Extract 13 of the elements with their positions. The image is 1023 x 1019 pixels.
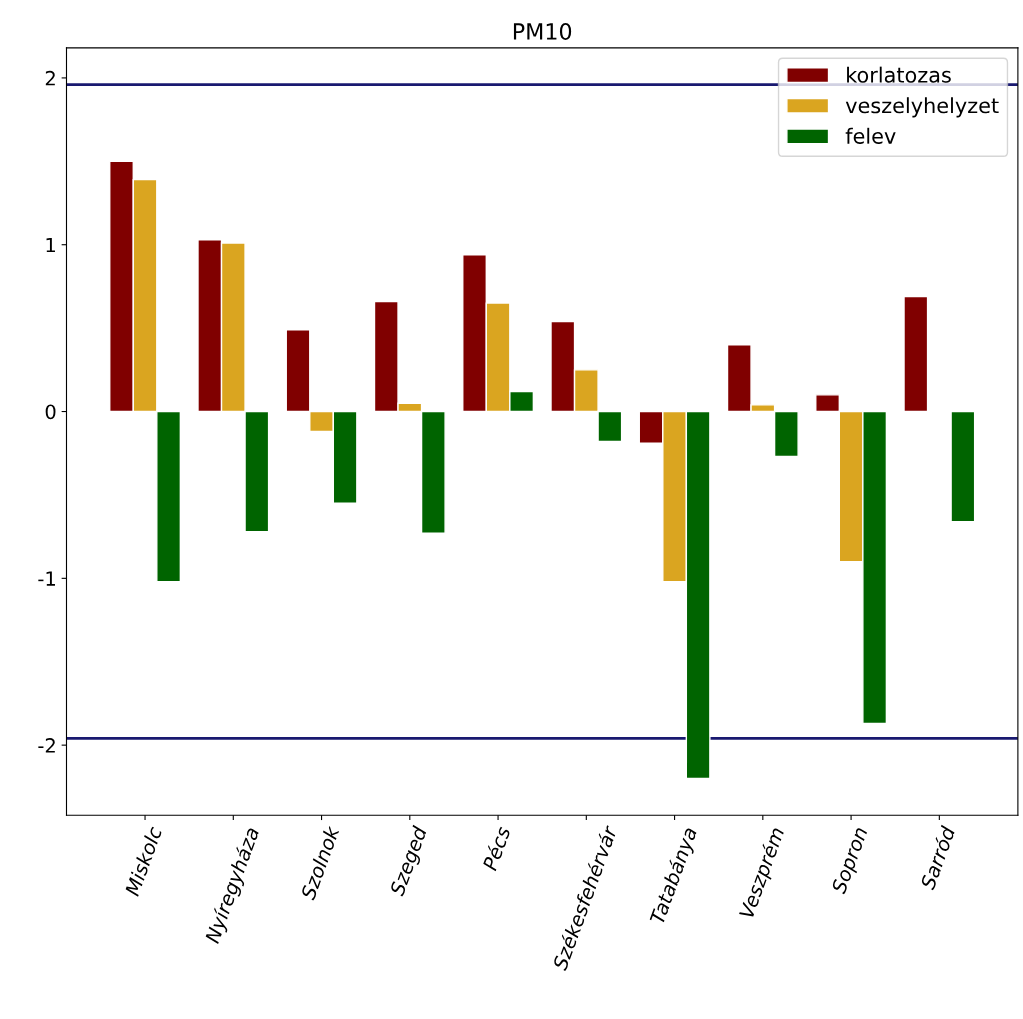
y-tick-label: 2	[45, 70, 55, 86]
y-tick-label: 1	[46, 237, 55, 253]
x-tick-label: Pécs	[481, 825, 511, 872]
bar	[903, 295, 929, 413]
legend-label: korlatozas	[847, 66, 951, 83]
legend-label: veszelyhelyzet	[845, 97, 999, 118]
legend-label: felev	[845, 127, 896, 144]
chart-title: PM10	[513, 23, 572, 40]
y-tick-label: -1	[38, 571, 55, 586]
bar	[950, 410, 976, 523]
y-tick-label: -2	[38, 738, 55, 753]
x-tick-label: Sarród	[918, 824, 956, 891]
y-tick-label: 0	[45, 404, 56, 420]
